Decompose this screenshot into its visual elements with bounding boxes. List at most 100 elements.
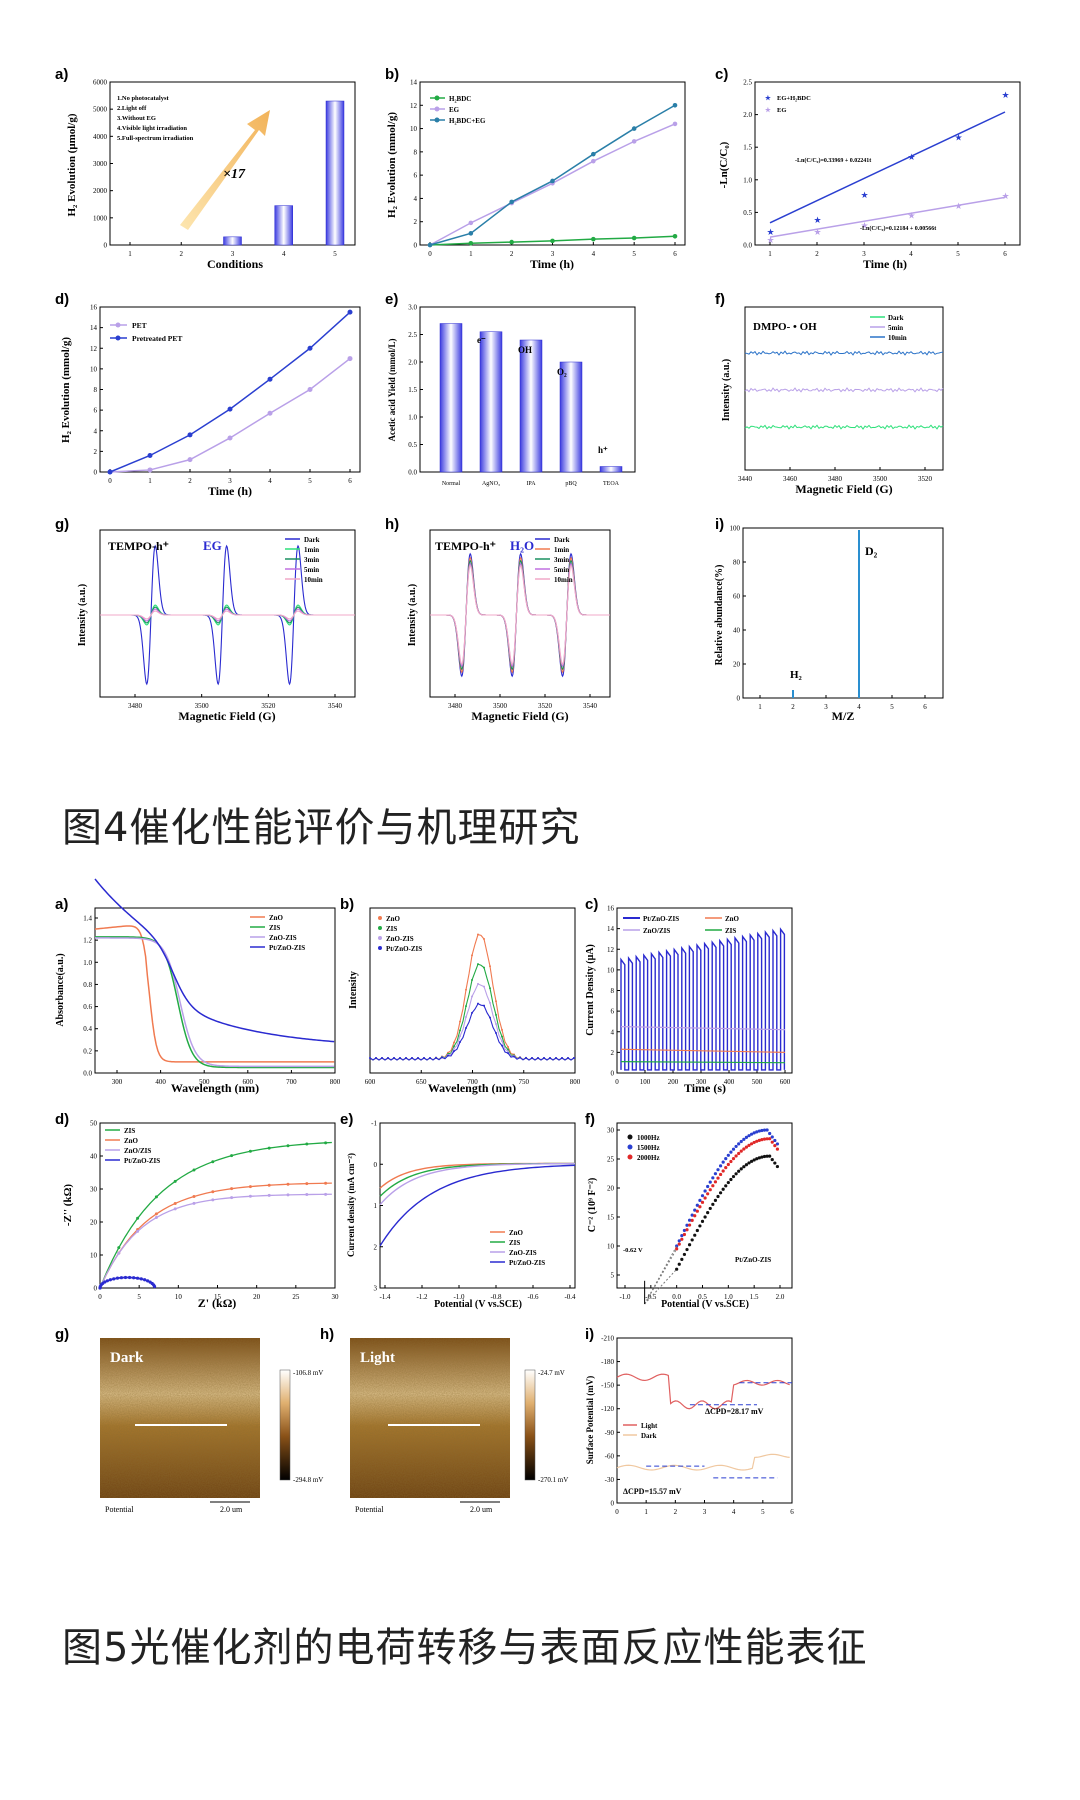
data-point — [465, 988, 467, 991]
y-tick-label: 6 — [94, 407, 98, 415]
x-axis-label: Potential (V vs.SCE) — [434, 1299, 522, 1310]
data-point — [136, 1229, 140, 1233]
bar — [479, 331, 503, 473]
data-point — [477, 982, 479, 985]
data-point: ★ — [908, 211, 916, 221]
annotation: -0.62 V — [623, 1247, 643, 1254]
x-tick-label: 3520 — [261, 702, 276, 710]
data-point — [731, 1147, 736, 1151]
legend-item: ZnO-ZIS — [269, 934, 297, 942]
data-point — [734, 1144, 738, 1149]
data-point — [453, 1047, 455, 1050]
data-point — [550, 178, 555, 184]
legend-item: 3.Without EG — [117, 115, 156, 122]
x-axis-label: Wavelength (nm) — [171, 1081, 259, 1095]
x-tick-label: 3480 — [448, 702, 463, 710]
data-point — [742, 1137, 746, 1141]
data-point — [471, 979, 473, 982]
panel-label: c) — [715, 66, 729, 83]
data-point — [489, 987, 491, 990]
x-tick-label: 6 — [1003, 250, 1007, 258]
sample-label: Pt/ZnO-ZIS — [735, 1256, 771, 1264]
y-tick-label: 100 — [730, 525, 741, 533]
data-point — [192, 1168, 196, 1172]
data-point — [680, 1237, 684, 1241]
data-point — [752, 1140, 756, 1145]
x-tick-label: 3500 — [195, 702, 210, 710]
data-point — [760, 1128, 764, 1133]
data-point — [230, 1154, 234, 1158]
data-point — [677, 1239, 681, 1243]
series-line — [369, 983, 575, 1061]
panel-subtitle: H₂O — [510, 538, 534, 553]
series-line — [99, 1141, 332, 1289]
fig5-panel-d: d) 0 10 20 30 40 50 0 5 10 15 20 25 30 ZIS ZnO ZnO/ZIS… — [55, 1111, 345, 1315]
x-tick-label: -1.2 — [416, 1293, 428, 1301]
data-point: ★ — [1002, 90, 1010, 100]
data-point — [211, 1198, 215, 1202]
fig4-c-chart: 0.00.51.01.52.02.51 2 3 4 5 6 ★★★★★★★★★★★★ ★ … — [718, 79, 1021, 271]
data-point — [721, 1169, 725, 1173]
data-point — [675, 1267, 679, 1271]
data-point — [248, 1185, 252, 1189]
panel-label: f) — [715, 291, 725, 308]
panel-label: g) — [55, 516, 70, 533]
data-point — [429, 1056, 431, 1059]
data-point — [501, 1028, 503, 1031]
panel-label: c) — [585, 896, 599, 913]
x-tick-label: 400 — [724, 1078, 735, 1086]
y-tick-label: 2.5 — [743, 79, 752, 87]
y-tick-label: 4 — [414, 195, 418, 203]
legend-item: Dark — [888, 314, 904, 322]
data-point — [687, 1243, 692, 1247]
x-tick-label: 200 — [668, 1078, 679, 1086]
data-point — [267, 1183, 271, 1187]
scale-bar-label: 2.0 um — [220, 1505, 243, 1514]
y-tick-label: 20 — [90, 1219, 98, 1227]
data-point — [369, 1057, 371, 1059]
y-axis-label: -Ln(C/C₀) — [718, 141, 730, 188]
legend-item: ZIS — [509, 1239, 520, 1247]
data-point — [405, 1057, 407, 1059]
x-tick-label: 2 — [510, 250, 514, 258]
x-axis-label: Z' (kΩ) — [198, 1296, 237, 1310]
data-point — [324, 1181, 328, 1185]
data-point — [762, 1137, 767, 1141]
panel-label: f) — [585, 1111, 595, 1128]
data-point — [770, 1157, 774, 1162]
x-axis-label: Wavelength (nm) — [428, 1081, 516, 1095]
data-point: ★ — [861, 220, 869, 230]
data-point — [135, 1276, 140, 1280]
series-line — [99, 1276, 156, 1289]
data-point — [703, 1189, 707, 1193]
series-line — [379, 1162, 576, 1197]
y-tick-label: 1.5 — [408, 386, 417, 394]
data-point — [567, 1057, 569, 1059]
x-tick-label: 5 — [890, 703, 894, 711]
data-point — [453, 1041, 455, 1044]
data-point — [399, 1057, 401, 1059]
data-point — [755, 1139, 759, 1143]
equation: -Ln(C/C₀)=0.12184 + 0.00566t — [860, 225, 936, 232]
equation: -Ln(C/C₀)=0.33969 + 0.02241t — [795, 157, 871, 164]
marker: ★ — [765, 94, 772, 102]
x-tick-label: 100 — [640, 1078, 651, 1086]
fig5-e-chart: 3 2 1 0 -1 -1.4 -1.2 -1.0 -0.8 -0.6 -0.4 ZnO ZIS ZnO… — [346, 1120, 576, 1311]
y-axis-label: Acetic acid Yield (mmol/L) — [387, 338, 397, 441]
data-point — [677, 1262, 681, 1266]
x-tick-label: 700 — [286, 1078, 297, 1086]
data-point — [773, 1138, 777, 1143]
x-axis-label: Potential (V vs.SCE) — [661, 1299, 749, 1310]
y-axis-label: Intensity — [348, 971, 359, 1009]
y-tick-label: 10 — [90, 365, 98, 373]
y-tick-label: 3.0 — [408, 304, 417, 312]
data-point — [729, 1159, 733, 1164]
data-point: ★ — [814, 227, 822, 237]
data-point — [747, 1143, 751, 1147]
legend-item: 1min — [554, 546, 569, 554]
data-point — [687, 1218, 692, 1222]
data-point — [716, 1168, 720, 1172]
x-tick-label: 3 — [551, 250, 555, 258]
y-tick-label: 14 — [90, 324, 98, 332]
panel-label: a) — [55, 896, 69, 913]
